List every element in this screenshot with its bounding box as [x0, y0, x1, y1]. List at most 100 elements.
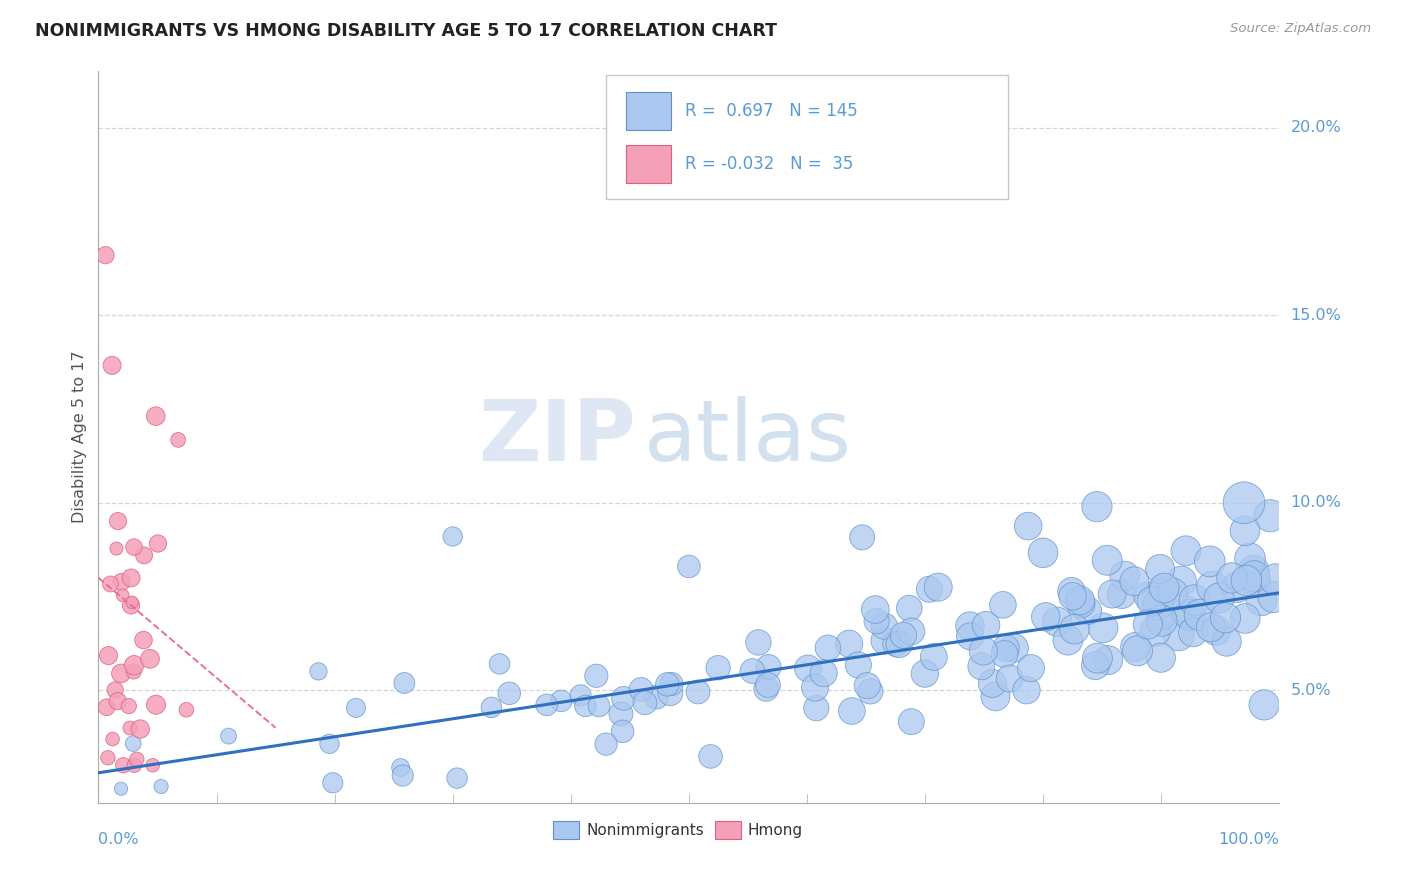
Point — [707, 661, 730, 675]
Text: 10.0%: 10.0% — [1291, 495, 1341, 510]
Point — [498, 686, 520, 700]
Point — [755, 681, 778, 696]
Point — [394, 676, 416, 690]
Point — [1258, 508, 1281, 523]
Point — [145, 698, 167, 712]
Point — [1069, 593, 1091, 607]
Point — [1101, 587, 1123, 601]
Point — [887, 637, 910, 651]
Point — [132, 549, 155, 563]
Point — [1150, 614, 1173, 628]
Point — [120, 571, 142, 585]
Point — [918, 582, 941, 597]
Point — [139, 652, 162, 666]
Point — [974, 618, 997, 632]
Point — [645, 690, 668, 704]
Point — [595, 737, 617, 751]
Point — [588, 698, 610, 713]
Point — [1097, 653, 1119, 667]
Text: Nonimmigrants: Nonimmigrants — [586, 823, 704, 838]
Point — [1226, 580, 1249, 594]
Point — [1182, 625, 1205, 640]
Text: 15.0%: 15.0% — [1291, 308, 1341, 323]
Point — [111, 588, 134, 602]
Point — [104, 682, 127, 697]
Text: R =  0.697   N = 145: R = 0.697 N = 145 — [685, 102, 858, 120]
Point — [97, 751, 120, 765]
Point — [389, 760, 412, 774]
Point — [1084, 658, 1107, 673]
Point — [146, 536, 169, 550]
Point — [1060, 584, 1083, 599]
Point — [118, 699, 141, 714]
Point — [1032, 546, 1054, 560]
Point — [122, 665, 145, 679]
Text: NONIMMIGRANTS VS HMONG DISABILITY AGE 5 TO 17 CORRELATION CHART: NONIMMIGRANTS VS HMONG DISABILITY AGE 5 … — [35, 22, 778, 40]
Point — [550, 694, 572, 708]
Point — [1175, 605, 1198, 619]
Point — [1153, 581, 1175, 595]
Point — [446, 771, 468, 785]
Point — [101, 732, 124, 747]
Point — [122, 540, 145, 554]
Point — [1263, 590, 1285, 604]
Point — [1035, 610, 1057, 624]
Text: 0.0%: 0.0% — [98, 832, 139, 847]
Point — [1250, 593, 1272, 607]
Point — [612, 724, 634, 739]
Point — [893, 628, 915, 642]
Bar — [626, 145, 671, 183]
Point — [659, 686, 682, 700]
Point — [657, 677, 679, 691]
Point — [107, 694, 129, 708]
Point — [318, 737, 340, 751]
Point — [758, 660, 780, 674]
Point — [991, 598, 1014, 612]
Point — [984, 690, 1007, 704]
Point — [1063, 622, 1085, 636]
Point — [994, 641, 1017, 656]
Point — [218, 729, 240, 743]
Point — [1188, 607, 1211, 622]
Point — [344, 701, 367, 715]
Point — [1178, 607, 1201, 622]
Point — [1015, 683, 1038, 698]
Point — [569, 688, 592, 702]
Point — [1198, 554, 1220, 568]
Text: 100.0%: 100.0% — [1219, 832, 1279, 847]
Point — [959, 629, 981, 643]
Point — [900, 624, 922, 639]
Point — [610, 706, 633, 721]
FancyBboxPatch shape — [606, 75, 1008, 200]
Point — [124, 758, 146, 772]
Point — [150, 780, 173, 794]
Point — [865, 602, 887, 616]
Point — [1046, 615, 1069, 629]
Point — [1062, 589, 1084, 603]
Point — [129, 722, 152, 736]
Point — [1146, 599, 1168, 613]
Point — [1077, 604, 1099, 618]
Point — [1253, 698, 1275, 712]
Point — [678, 559, 700, 574]
Point — [122, 658, 145, 673]
Point — [873, 633, 896, 648]
Point — [1095, 553, 1118, 567]
Point — [1152, 585, 1174, 599]
Point — [1161, 586, 1184, 600]
Point — [1087, 651, 1109, 665]
Y-axis label: Disability Age 5 to 17: Disability Age 5 to 17 — [72, 351, 87, 524]
Point — [927, 580, 949, 594]
Point — [481, 700, 503, 714]
Point — [110, 666, 132, 681]
Point — [96, 700, 118, 714]
Text: ZIP: ZIP — [478, 395, 636, 479]
Point — [1215, 611, 1237, 625]
Point — [1111, 587, 1133, 601]
Point — [1220, 571, 1243, 585]
Point — [1167, 628, 1189, 642]
Point — [1123, 574, 1146, 589]
Point — [1201, 580, 1223, 594]
Text: 5.0%: 5.0% — [1291, 682, 1331, 698]
Point — [105, 541, 128, 556]
